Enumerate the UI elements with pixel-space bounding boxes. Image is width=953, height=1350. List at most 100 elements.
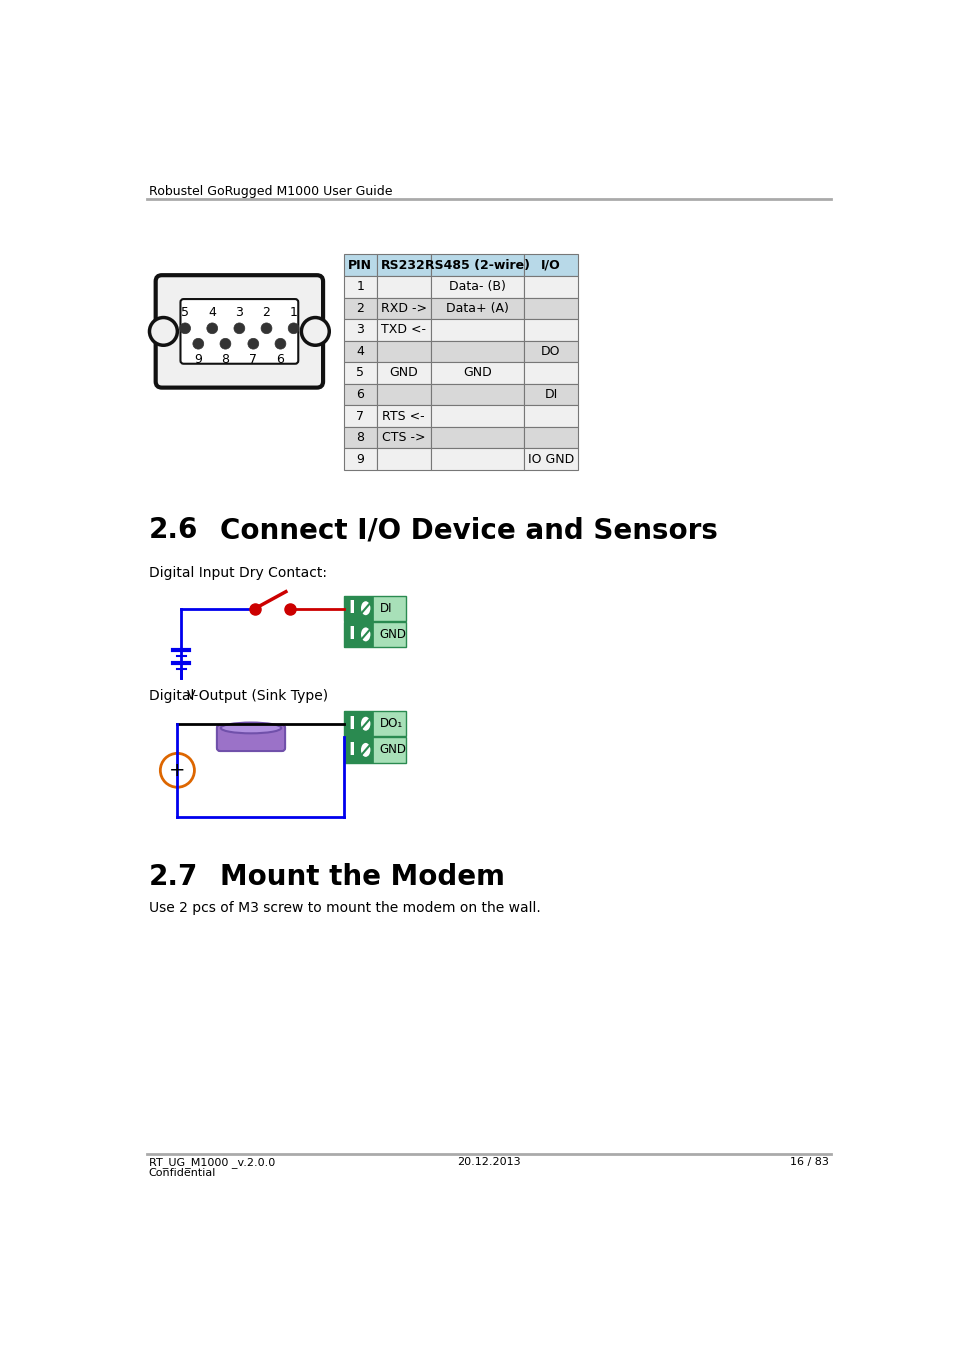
Text: 5: 5 xyxy=(181,306,189,320)
FancyBboxPatch shape xyxy=(431,362,523,383)
Circle shape xyxy=(207,323,217,333)
FancyBboxPatch shape xyxy=(523,427,578,448)
Text: RS485 (2-wire): RS485 (2-wire) xyxy=(424,259,529,271)
FancyBboxPatch shape xyxy=(344,297,376,319)
FancyBboxPatch shape xyxy=(344,711,373,736)
Text: 20.12.2013: 20.12.2013 xyxy=(456,1157,520,1166)
Circle shape xyxy=(220,339,231,350)
Text: 2: 2 xyxy=(262,306,270,320)
Text: 4: 4 xyxy=(208,306,216,320)
Text: 4: 4 xyxy=(356,344,364,358)
FancyBboxPatch shape xyxy=(376,405,431,427)
FancyBboxPatch shape xyxy=(344,254,376,275)
FancyBboxPatch shape xyxy=(344,319,376,340)
FancyBboxPatch shape xyxy=(344,622,406,647)
FancyBboxPatch shape xyxy=(344,405,376,427)
FancyBboxPatch shape xyxy=(431,254,523,275)
FancyBboxPatch shape xyxy=(376,319,431,340)
Circle shape xyxy=(301,317,329,346)
FancyBboxPatch shape xyxy=(344,448,376,470)
FancyBboxPatch shape xyxy=(376,254,431,275)
Text: CTS ->: CTS -> xyxy=(381,431,425,444)
Text: 9: 9 xyxy=(356,452,364,466)
FancyBboxPatch shape xyxy=(431,275,523,297)
Text: GND: GND xyxy=(379,628,406,641)
Text: Robustel GoRugged M1000 User Guide: Robustel GoRugged M1000 User Guide xyxy=(149,185,392,198)
FancyBboxPatch shape xyxy=(523,340,578,362)
FancyBboxPatch shape xyxy=(344,737,373,763)
FancyBboxPatch shape xyxy=(344,383,376,405)
FancyBboxPatch shape xyxy=(523,275,578,297)
Text: 3: 3 xyxy=(356,324,364,336)
Text: 7: 7 xyxy=(355,409,364,423)
Ellipse shape xyxy=(220,722,281,733)
Text: 9: 9 xyxy=(194,352,202,366)
Text: DO₁: DO₁ xyxy=(379,717,402,730)
Text: 5: 5 xyxy=(355,366,364,379)
FancyBboxPatch shape xyxy=(376,427,431,448)
FancyBboxPatch shape xyxy=(344,275,376,297)
Ellipse shape xyxy=(360,743,371,757)
Text: I/O: I/O xyxy=(540,259,560,271)
Circle shape xyxy=(248,339,258,350)
Text: GND: GND xyxy=(389,366,417,379)
Text: RT_UG_M1000 _v.2.0.0: RT_UG_M1000 _v.2.0.0 xyxy=(149,1157,274,1168)
FancyBboxPatch shape xyxy=(431,297,523,319)
FancyBboxPatch shape xyxy=(344,340,376,362)
Circle shape xyxy=(160,753,194,787)
FancyBboxPatch shape xyxy=(344,711,406,736)
Circle shape xyxy=(233,323,245,333)
Text: 2.7: 2.7 xyxy=(149,863,198,891)
Text: Use 2 pcs of M3 screw to mount the modem on the wall.: Use 2 pcs of M3 screw to mount the modem… xyxy=(149,902,540,915)
FancyBboxPatch shape xyxy=(344,737,406,763)
Ellipse shape xyxy=(360,601,371,616)
FancyBboxPatch shape xyxy=(216,725,285,751)
FancyBboxPatch shape xyxy=(344,362,376,383)
Text: 8: 8 xyxy=(221,352,229,366)
Text: +: + xyxy=(169,761,186,780)
Text: Data- (B): Data- (B) xyxy=(449,281,505,293)
Text: 1: 1 xyxy=(356,281,364,293)
Text: 16 / 83: 16 / 83 xyxy=(789,1157,828,1166)
Text: GND: GND xyxy=(379,744,406,756)
Text: IO GND: IO GND xyxy=(527,452,574,466)
FancyBboxPatch shape xyxy=(431,448,523,470)
Text: DO: DO xyxy=(540,344,560,358)
FancyBboxPatch shape xyxy=(431,319,523,340)
FancyBboxPatch shape xyxy=(344,595,406,621)
Text: RXD ->: RXD -> xyxy=(380,302,426,315)
Text: RTS <-: RTS <- xyxy=(382,409,424,423)
Text: 1: 1 xyxy=(290,306,297,320)
Circle shape xyxy=(274,339,286,350)
FancyBboxPatch shape xyxy=(523,448,578,470)
FancyBboxPatch shape xyxy=(376,448,431,470)
Text: 6: 6 xyxy=(356,387,364,401)
Circle shape xyxy=(261,323,272,333)
Ellipse shape xyxy=(360,626,371,643)
Text: Confidential: Confidential xyxy=(149,1168,215,1177)
Text: 2: 2 xyxy=(356,302,364,315)
FancyBboxPatch shape xyxy=(523,254,578,275)
FancyBboxPatch shape xyxy=(523,362,578,383)
Text: Digital Input Dry Contact:: Digital Input Dry Contact: xyxy=(149,566,326,580)
FancyBboxPatch shape xyxy=(431,340,523,362)
Text: Data+ (A): Data+ (A) xyxy=(445,302,508,315)
Text: GND: GND xyxy=(462,366,491,379)
FancyBboxPatch shape xyxy=(431,405,523,427)
FancyBboxPatch shape xyxy=(523,319,578,340)
Text: Digital Output (Sink Type): Digital Output (Sink Type) xyxy=(149,690,328,703)
FancyBboxPatch shape xyxy=(431,383,523,405)
Text: DI: DI xyxy=(544,387,557,401)
FancyBboxPatch shape xyxy=(344,595,373,621)
Text: I: I xyxy=(348,714,355,733)
Ellipse shape xyxy=(360,716,371,732)
Text: Connect I/O Device and Sensors: Connect I/O Device and Sensors xyxy=(220,516,717,544)
Text: I: I xyxy=(348,741,355,759)
Text: PIN: PIN xyxy=(348,259,372,271)
Circle shape xyxy=(193,339,204,350)
Circle shape xyxy=(179,323,191,333)
FancyBboxPatch shape xyxy=(376,362,431,383)
Text: 8: 8 xyxy=(355,431,364,444)
Text: V-: V- xyxy=(187,690,199,702)
Text: TXD <-: TXD <- xyxy=(381,324,426,336)
